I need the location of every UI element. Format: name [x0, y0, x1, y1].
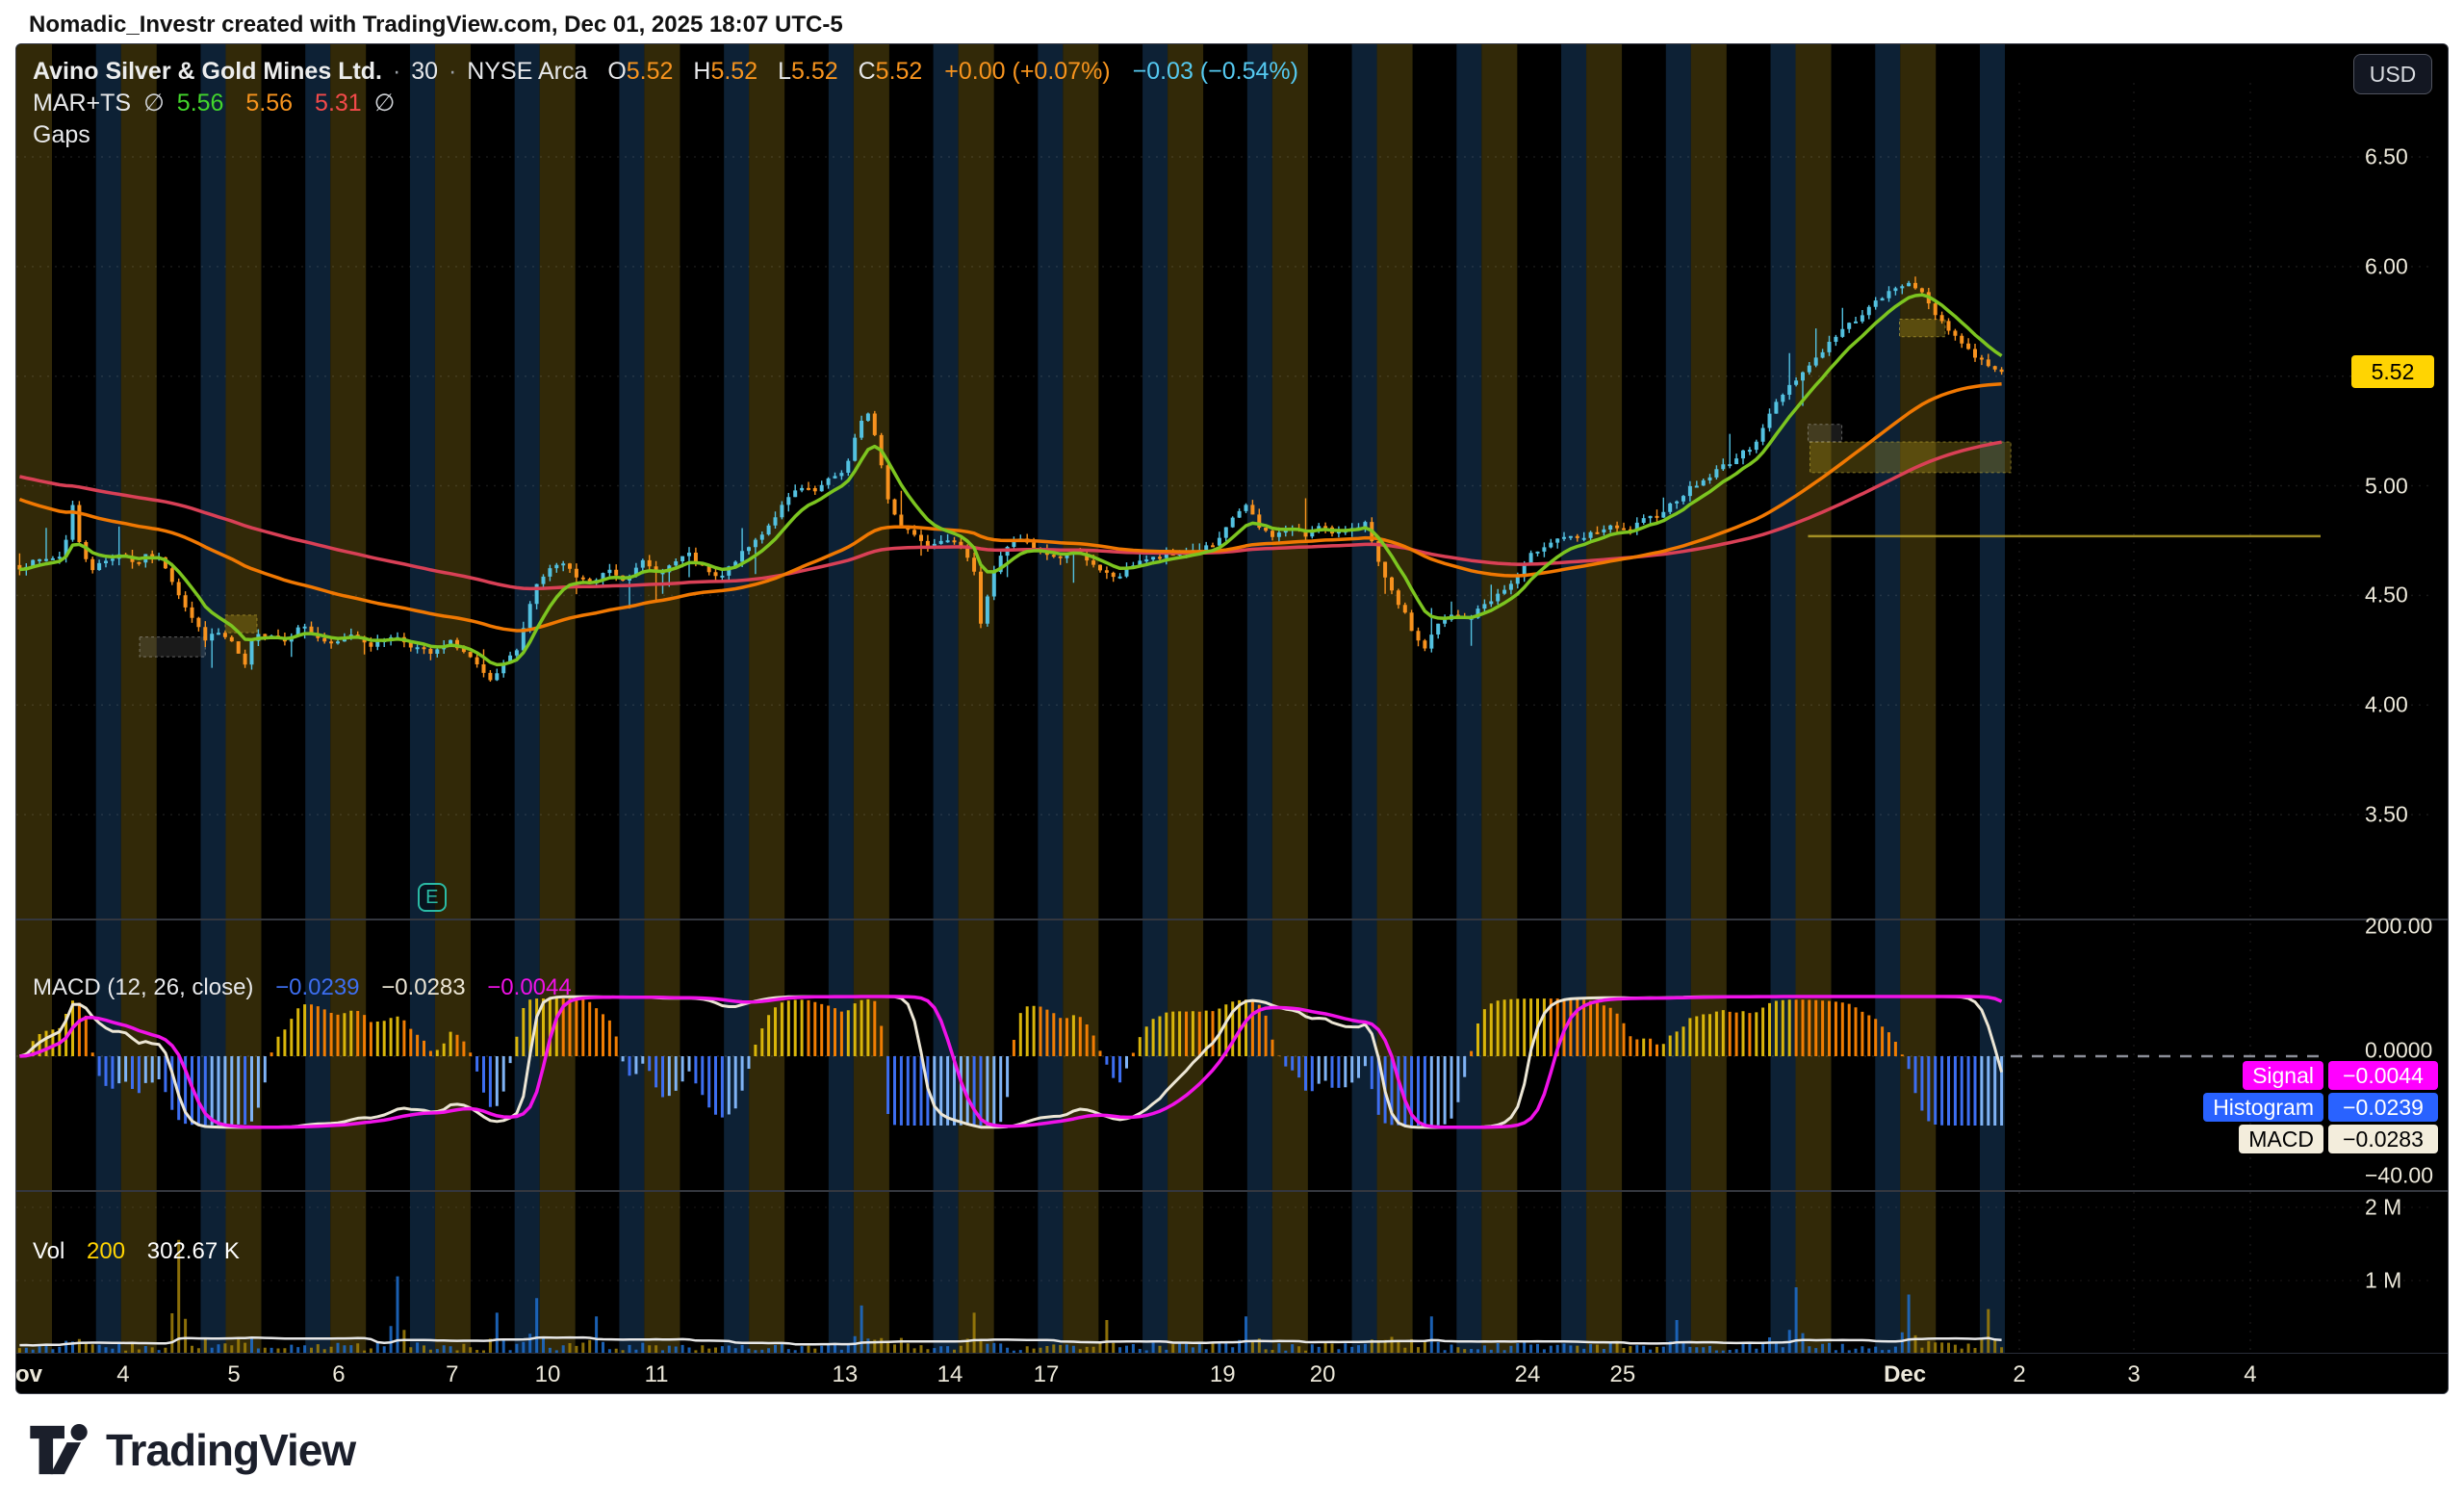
time-tick-7: 7	[446, 1361, 459, 1387]
time-tick-3: 3	[2127, 1361, 2141, 1387]
price-tick-label: 5.00	[2365, 473, 2408, 499]
time-tick-10: 10	[534, 1361, 561, 1387]
low-value: 5.52	[790, 58, 838, 85]
last-price-badge: 5.52	[2351, 355, 2434, 389]
time-tick-11: 11	[644, 1361, 669, 1387]
price-tick-label: 3.50	[2365, 801, 2408, 827]
macd-signal-value: −0.0044	[487, 974, 572, 1000]
volume-bars-layer	[17, 1239, 2004, 1353]
macd-histogram-value: −0.0239	[275, 974, 360, 1000]
time-tick-17: 17	[1033, 1361, 1060, 1387]
time-tick-6: 6	[332, 1361, 346, 1387]
macd-lines-layer	[19, 995, 2004, 1129]
chart-widget[interactable]: Avino Silver & Gold Mines Ltd. · 30 · NY…	[15, 43, 2449, 1394]
volume-legend[interactable]: Vol 200 302.67 K	[33, 1238, 240, 1265]
macd-badge-label-histogram: Histogram	[2203, 1093, 2323, 1122]
price-tick-label: 6.00	[2365, 253, 2408, 279]
volume-label[interactable]: Vol	[33, 1238, 65, 1264]
brand-name[interactable]: TradingView	[106, 1425, 356, 1475]
chart-canvas[interactable]	[16, 44, 2448, 1393]
change-value: +0.00 (+0.07%)	[944, 58, 1111, 85]
macd-badge-label-macd: MACD	[2239, 1125, 2323, 1153]
exchange-label: NYSE Arca	[467, 58, 588, 85]
candles-layer	[17, 276, 2004, 682]
mar-ts-label[interactable]: MAR+TS	[33, 90, 132, 117]
earnings-icon[interactable]: E	[417, 883, 447, 912]
high-value: 5.52	[710, 58, 758, 85]
gaps-label[interactable]: Gaps	[33, 121, 90, 148]
time-tick-25: 25	[1609, 1361, 1636, 1387]
macd-badge-value-signal: −0.0044	[2328, 1061, 2438, 1090]
ma-lines-layer	[18, 293, 2003, 667]
gaps-row[interactable]: Gaps	[33, 119, 1298, 151]
time-tick-4: 4	[116, 1361, 130, 1387]
attribution-caption: Nomadic_Investr created with TradingView…	[29, 12, 843, 38]
price-tick-label: 6.50	[2365, 143, 2408, 169]
close-value: 5.52	[875, 58, 923, 85]
macd-tick-label: −40.00	[2365, 1162, 2433, 1188]
price-tick-label: 4.50	[2365, 582, 2408, 608]
volume-ma-length: 200	[87, 1238, 126, 1264]
symbol-row[interactable]: Avino Silver & Gold Mines Ltd. · 30 · NY…	[33, 58, 1298, 85]
time-tick-dec: Dec	[1884, 1361, 1927, 1387]
time-tick-20: 20	[1309, 1361, 1336, 1387]
macd-line-value: −0.0283	[381, 974, 466, 1000]
time-tick-4: 4	[2244, 1361, 2257, 1387]
macd-badge-value-histogram: −0.0239	[2328, 1093, 2438, 1122]
interval-label[interactable]: 30	[411, 58, 439, 85]
footer: TradingView	[29, 1423, 356, 1477]
volume-value: 302.67 K	[146, 1238, 240, 1264]
open-value: 5.52	[626, 58, 674, 85]
volume-tick-label: 1 M	[2365, 1267, 2402, 1293]
tradingview-logo-icon[interactable]	[29, 1423, 92, 1477]
time-tick-24: 24	[1514, 1361, 1541, 1387]
macd-badge-value-macd: −0.0283	[2328, 1125, 2438, 1153]
macd-tick-label: 200.00	[2365, 913, 2433, 939]
macd-label[interactable]: MACD	[33, 974, 101, 1000]
currency-button[interactable]: USD	[2353, 54, 2432, 94]
time-tick-14: 14	[937, 1361, 963, 1387]
symbol-title[interactable]: Avino Silver & Gold Mines Ltd.	[33, 58, 383, 85]
extended-change-value: −0.03 (−0.54%)	[1132, 58, 1298, 85]
mar-ts-row[interactable]: MAR+TS ∅ 5.56 5.56 5.31 ∅	[33, 90, 396, 117]
macd-legend[interactable]: MACD (12, 26, close) −0.0239 −0.0283 −0.…	[33, 974, 572, 1000]
time-tick-2: 2	[2013, 1361, 2026, 1387]
chart-legend: Avino Silver & Gold Mines Ltd. · 30 · NY…	[33, 56, 1298, 151]
time-axis[interactable]: ov 4 5 6 7 10 11 13 14 17 19 20 24 25 Dec 2 3 4	[15, 1353, 2448, 1393]
volume-tick-label: 2 M	[2365, 1194, 2402, 1220]
time-tick-19: 19	[1209, 1361, 1236, 1387]
price-tick-label: 4.00	[2365, 691, 2408, 717]
time-tick-13: 13	[832, 1361, 859, 1387]
time-tick-5: 5	[227, 1361, 241, 1387]
time-tick-ov: ov	[15, 1361, 43, 1387]
macd-badge-label-signal: Signal	[2243, 1061, 2323, 1090]
macd-tick-label: 0.0000	[2365, 1037, 2433, 1063]
